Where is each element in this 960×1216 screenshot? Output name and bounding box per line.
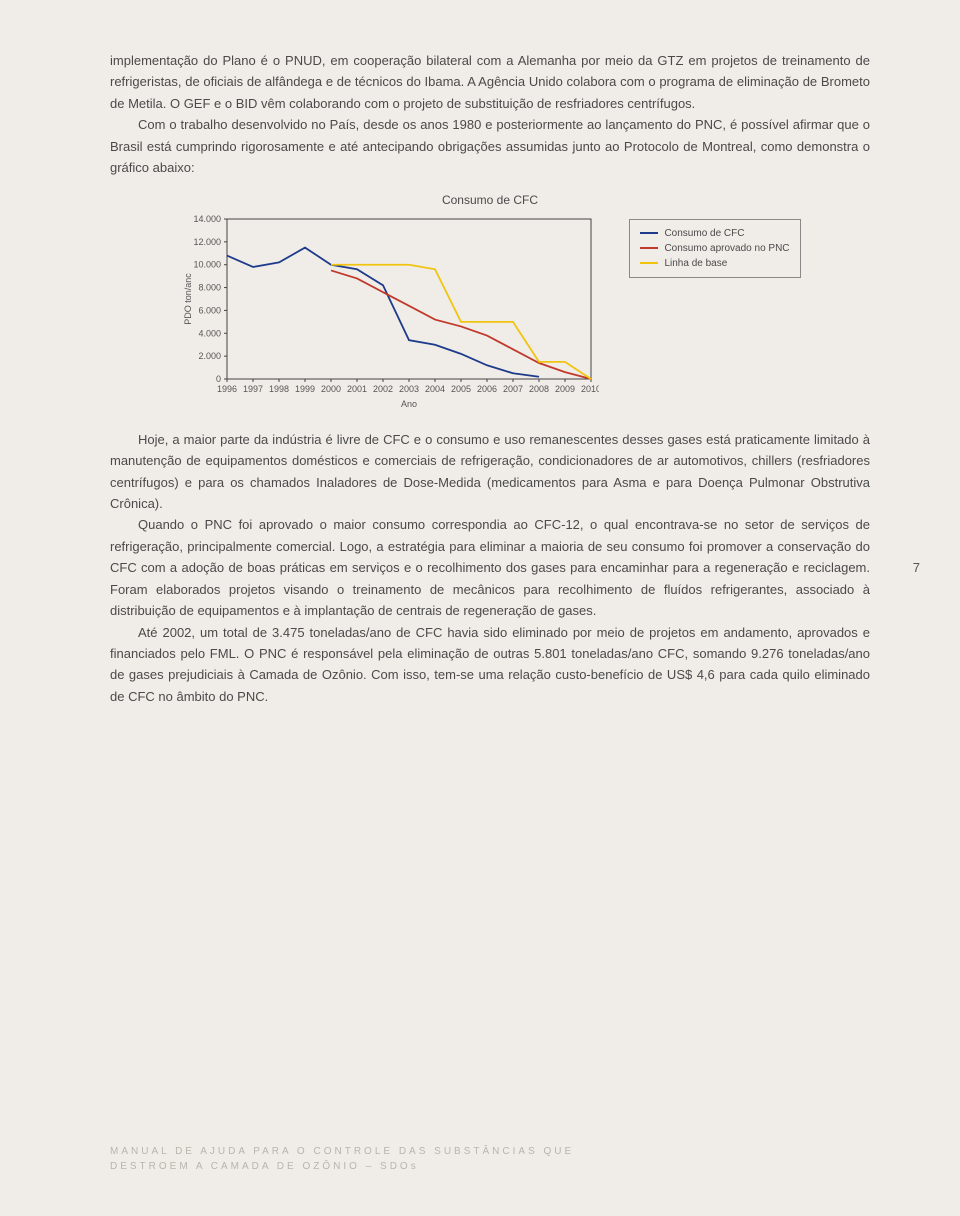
svg-text:2005: 2005 <box>451 384 471 394</box>
svg-text:2010: 2010 <box>581 384 599 394</box>
svg-text:1998: 1998 <box>269 384 289 394</box>
svg-text:1997: 1997 <box>243 384 263 394</box>
top-text-block: implementação do Plano é o PNUD, em coop… <box>110 50 870 179</box>
legend-label: Consumo de CFC <box>664 226 744 241</box>
svg-text:2003: 2003 <box>399 384 419 394</box>
chart-block: 0 2.000 4.000 6.000 8.000 10.000 12.000 14.000 1… <box>110 213 870 413</box>
legend-label: Linha de base <box>664 256 727 271</box>
svg-text:PDO ton/anc: PDO ton/anc <box>183 272 193 324</box>
line-chart: 0 2.000 4.000 6.000 8.000 10.000 12.000 14.000 1… <box>179 213 599 413</box>
chart-title: Consumo de CFC <box>110 193 870 207</box>
svg-text:2000: 2000 <box>321 384 341 394</box>
paragraph: Quando o PNC foi aprovado o maior consum… <box>110 514 870 621</box>
chart-legend: Consumo de CFCConsumo aprovado no PNCLin… <box>629 219 800 278</box>
paragraph: Com o trabalho desenvolvido no País, des… <box>110 114 870 178</box>
svg-text:2008: 2008 <box>529 384 549 394</box>
svg-text:1999: 1999 <box>295 384 315 394</box>
bottom-text-block: Hoje, a maior parte da indústria é livre… <box>110 429 870 708</box>
legend-item: Consumo aprovado no PNC <box>640 241 789 256</box>
legend-item: Linha de base <box>640 256 789 271</box>
svg-text:2.000: 2.000 <box>199 351 222 361</box>
svg-text:10.000: 10.000 <box>194 259 222 269</box>
svg-text:6.000: 6.000 <box>199 305 222 315</box>
footer: MANUAL DE AJUDA PARA O CONTROLE DAS SUBS… <box>110 1144 574 1174</box>
svg-text:Ano: Ano <box>401 399 417 409</box>
legend-item: Consumo de CFC <box>640 226 789 241</box>
svg-text:2001: 2001 <box>347 384 367 394</box>
svg-text:8.000: 8.000 <box>199 282 222 292</box>
legend-swatch <box>640 232 658 234</box>
svg-text:4.000: 4.000 <box>199 328 222 338</box>
legend-label: Consumo aprovado no PNC <box>664 241 789 256</box>
svg-text:2002: 2002 <box>373 384 393 394</box>
svg-text:2006: 2006 <box>477 384 497 394</box>
svg-text:12.000: 12.000 <box>194 236 222 246</box>
svg-text:0: 0 <box>216 374 221 384</box>
legend-swatch <box>640 247 658 249</box>
svg-text:2004: 2004 <box>425 384 445 394</box>
footer-line: DESTROEM A CAMADA DE OZÔNIO – SDOs <box>110 1159 574 1174</box>
svg-text:14.000: 14.000 <box>194 214 222 224</box>
svg-text:1996: 1996 <box>217 384 237 394</box>
footer-line: MANUAL DE AJUDA PARA O CONTROLE DAS SUBS… <box>110 1144 574 1159</box>
paragraph: Hoje, a maior parte da indústria é livre… <box>110 429 870 515</box>
page-number: 7 <box>913 560 920 575</box>
legend-swatch <box>640 262 658 264</box>
paragraph: implementação do Plano é o PNUD, em coop… <box>110 50 870 114</box>
paragraph: Até 2002, um total de 3.475 toneladas/an… <box>110 622 870 708</box>
svg-text:2007: 2007 <box>503 384 523 394</box>
svg-text:2009: 2009 <box>555 384 575 394</box>
